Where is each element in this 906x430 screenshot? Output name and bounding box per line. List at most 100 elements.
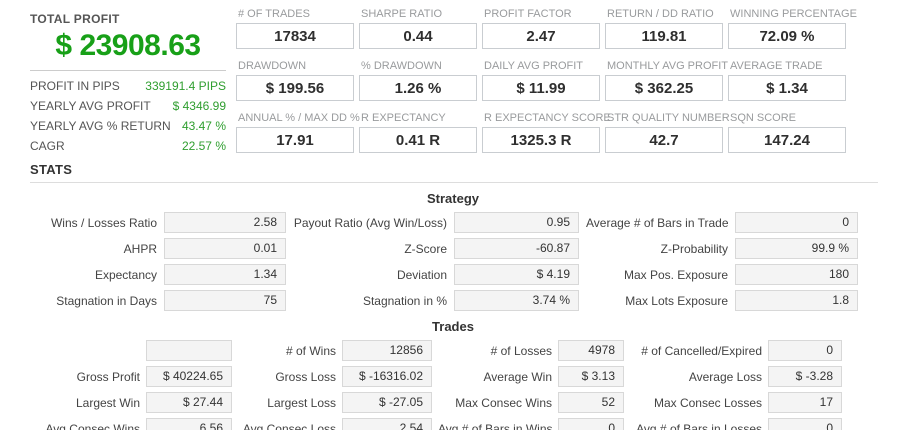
metric-label: % DRAWDOWN: [361, 60, 442, 72]
metrics-grid: # OF TRADES 17834 SHARPE RATIO 0.44 PROF…: [236, 8, 857, 156]
summary-row: PROFIT IN PIPS 339191.4 PIPS: [30, 76, 226, 96]
stat-label: Stagnation in %: [362, 293, 447, 308]
metric-cell: STR QUALITY NUMBER 42.7: [605, 112, 730, 153]
stat-value-box: $ 4.19: [454, 264, 579, 285]
metric-value-box: 0.44: [359, 23, 477, 49]
stat-value-box: $ 3.13: [558, 366, 624, 387]
metric-label: DAILY AVG PROFIT: [484, 60, 584, 72]
stat-value-box: [146, 340, 232, 361]
metric-label: # OF TRADES: [238, 8, 310, 20]
metric-value: 119.81: [641, 27, 687, 45]
stat-value-box: 0: [768, 340, 842, 361]
stat-value-box: 1.34: [164, 264, 286, 285]
stat-label: Max Lots Exposure: [625, 293, 728, 308]
metric-value: 17834: [274, 27, 316, 45]
summary-row: YEARLY AVG PROFIT $ 4346.99: [30, 96, 226, 116]
stat-label: Gross Profit: [76, 369, 140, 384]
metric-value: 1.26 %: [394, 79, 442, 97]
stat-value-box: $ 40224.65: [146, 366, 232, 387]
metric-value: 147.24: [764, 131, 810, 149]
metric-label: DRAWDOWN: [238, 60, 307, 72]
stat-label: # of Wins: [285, 343, 336, 358]
metric-label: AVERAGE TRADE: [730, 60, 823, 72]
metric-label: ANNUAL % / MAX DD %: [238, 112, 360, 124]
summary-and-metrics-section: TOTAL PROFIT $ 23908.63 PROFIT IN PIPS 3…: [0, 0, 906, 156]
stat-value-box: 0.01: [164, 238, 286, 259]
metric-value-box: 2.47: [482, 23, 600, 49]
stat-label: Average Win: [483, 369, 552, 384]
strategy-table: Wins / Losses Ratio 2.58 Payout Ratio (A…: [30, 212, 906, 311]
stat-value-box: -60.87: [454, 238, 579, 259]
stat-value-box: $ -16316.02: [342, 366, 432, 387]
summary-row-value: 43.47 %: [181, 119, 226, 133]
metric-value: 2.47: [526, 27, 556, 45]
metric-value: 1325.3 R: [510, 131, 572, 149]
stat-value-box: 75: [164, 290, 286, 311]
stat-label: # of Cancelled/Expired: [641, 343, 762, 358]
metric-value: 0.41 R: [395, 131, 441, 149]
stat-label: Deviation: [396, 267, 447, 282]
metric-value-box: 1325.3 R: [482, 127, 600, 153]
stat-value-box: 1.8: [735, 290, 858, 311]
metric-value-box: $ 11.99: [482, 75, 600, 101]
metric-cell: # OF TRADES 17834: [236, 8, 354, 49]
metric-label: R EXPECTANCY: [361, 112, 446, 124]
stat-value-box: $ -27.05: [342, 392, 432, 413]
metric-label: STR QUALITY NUMBER: [607, 112, 730, 124]
metric-value-box: 119.81: [605, 23, 723, 49]
stat-value-box: $ 27.44: [146, 392, 232, 413]
stat-label: Avg Consec Loss: [242, 421, 336, 430]
stat-label: Gross Loss: [275, 369, 336, 384]
total-profit-value: $ 23908.63: [55, 29, 201, 62]
metric-label: PROFIT FACTOR: [484, 8, 572, 20]
metric-cell: MONTHLY AVG PROFIT $ 362.25: [605, 60, 729, 101]
metric-cell: SQN SCORE 147.24: [728, 112, 846, 153]
metric-value-box: 17834: [236, 23, 354, 49]
stat-value-box: 52: [558, 392, 624, 413]
stat-value-box: 0: [558, 418, 624, 430]
stat-value-box: 0.95: [454, 212, 579, 233]
stat-value-box: 0: [735, 212, 858, 233]
trades-table: # of Wins 12856 # of Losses 4978 # of Ca…: [30, 340, 906, 430]
stat-value-box: 2.54: [342, 418, 432, 430]
summary-rows: PROFIT IN PIPS 339191.4 PIPS YEARLY AVG …: [30, 76, 226, 156]
metric-value-box: 0.41 R: [359, 127, 477, 153]
metric-cell: ANNUAL % / MAX DD % 17.91: [236, 112, 360, 153]
stat-label: Average # of Bars in Trade: [586, 215, 729, 230]
total-profit-title: TOTAL PROFIT: [30, 12, 120, 26]
stat-label: Expectancy: [94, 267, 157, 282]
metric-value-box: 17.91: [236, 127, 354, 153]
metric-value: $ 199.56: [265, 79, 325, 97]
metric-value-box: 72.09 %: [728, 23, 846, 49]
summary-row-value: 22.57 %: [181, 139, 226, 153]
stat-label: Avg Consec Wins: [45, 421, 140, 430]
stats-divider: [30, 182, 878, 183]
metric-value: 0.44: [403, 27, 433, 45]
metric-cell: R EXPECTANCY 0.41 R: [359, 112, 477, 153]
summary-row-label: CAGR: [30, 139, 65, 153]
metric-label: WINNING PERCENTAGE: [730, 8, 857, 20]
metric-value: 72.09 %: [759, 27, 815, 45]
summary-row-value: $ 4346.99: [172, 99, 226, 113]
metric-value-box: $ 199.56: [236, 75, 354, 101]
metric-value: 17.91: [276, 131, 314, 149]
stat-label: Max Consec Wins: [455, 395, 552, 410]
metric-value-box: 1.26 %: [359, 75, 477, 101]
metric-label: R EXPECTANCY SCORE: [484, 112, 611, 124]
stat-label: Wins / Losses Ratio: [50, 215, 157, 230]
summary-row: CAGR 22.57 %: [30, 136, 226, 156]
metric-value-box: $ 362.25: [605, 75, 723, 101]
stat-value-box: $ -3.28: [768, 366, 842, 387]
stat-label: Payout Ratio (Avg Win/Loss): [293, 215, 447, 230]
metric-value-box: 42.7: [605, 127, 723, 153]
stat-value-box: 99.9 %: [735, 238, 858, 259]
metric-label: SHARPE RATIO: [361, 8, 443, 20]
stat-value-box: 12856: [342, 340, 432, 361]
metric-label: MONTHLY AVG PROFIT: [607, 60, 729, 72]
stat-label: Max Consec Losses: [653, 395, 762, 410]
metric-label: SQN SCORE: [730, 112, 797, 124]
stat-value-box: 4978: [558, 340, 624, 361]
stat-label: Z-Probability: [660, 241, 728, 256]
stat-label: Avg # of Bars in Wins: [438, 421, 553, 430]
stat-label: Largest Loss: [267, 395, 336, 410]
